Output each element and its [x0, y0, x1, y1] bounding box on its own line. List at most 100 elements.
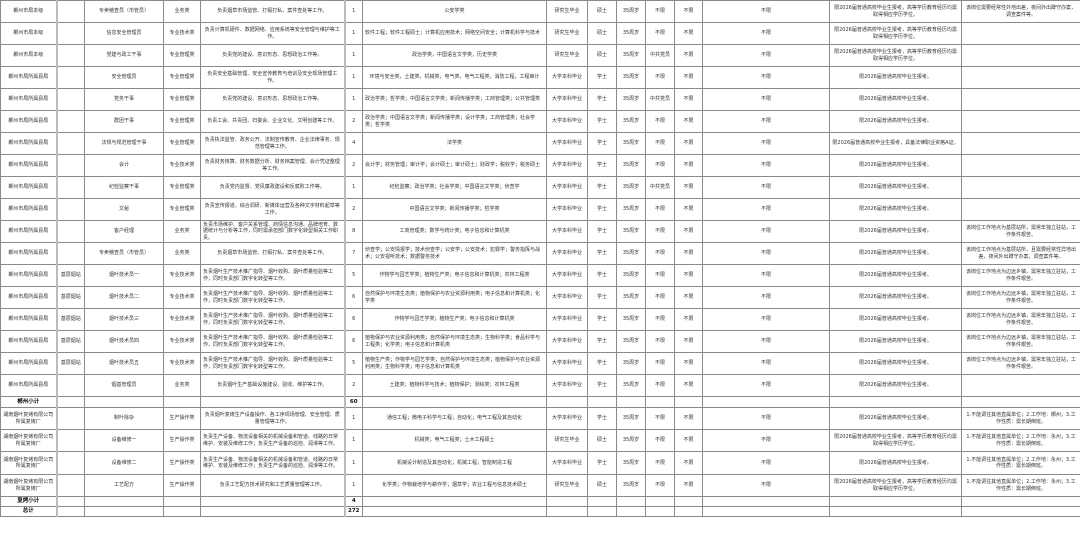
major-cell: 会计学；财务管理；审计学；会计硕士；审计硕士；财政学；税收学；税务硕士 [362, 154, 547, 177]
category-cell: 专业管理类 [163, 110, 201, 133]
degree-cell: 学士 [587, 110, 617, 133]
education-cell: 大学本科毕业 [546, 88, 588, 111]
notes-cell [961, 374, 1080, 397]
requirement-cell: 不限 [674, 451, 703, 475]
conditions-cell: 限2026届普通高校毕业生报考。 [829, 110, 962, 133]
category-cell: 专业技术类 [163, 330, 201, 353]
notes-cell: 该岗位需要经常性外地出差，夜间外出蹲守办案，调查案件等。 [961, 0, 1080, 23]
post-name-cell: 专卖稽查员（市管员） [84, 0, 164, 23]
requirement-cell: 不限 [702, 66, 830, 89]
subtotal-row: 复烤小计 4 [0, 496, 1080, 507]
notes-cell [961, 154, 1080, 177]
conditions-cell: 限2026届普通高校毕业生报考。 [829, 154, 962, 177]
unit-cell: 郴州市局所属县局 [0, 88, 58, 111]
age-cell: 35周岁 [616, 198, 646, 221]
notes-cell [961, 396, 1080, 408]
requirement-cell: 不限 [702, 330, 830, 353]
unit-cell: 郴州市局所属县局 [0, 66, 58, 89]
table-row: 郴州市局所属县局 基层烟站 烟叶技术员五 专业技术类 负责烟叶生产技术推广指导、烟叶收购… [0, 352, 1080, 375]
conditions-cell: 限2026届普通高校毕业生报考。 [829, 330, 962, 353]
age-cell: 35周岁 [616, 330, 646, 353]
notes-cell: 该岗位工作地点为边远乡镇，需常年独立驻站，工作条件艰苦。 [961, 330, 1080, 353]
requirement-cell: 不限 [702, 242, 830, 265]
political-cell: 不限 [645, 242, 675, 265]
major-cell: 土建类；植物科学与技术；植物保护；测绘类；农林工程类 [362, 374, 547, 397]
category-cell: 生产操作类 [163, 429, 201, 452]
conditions-cell: 限2026届普通高校毕业生报考。 [829, 352, 962, 375]
requirement-cell: 不限 [674, 198, 703, 221]
major-cell: 植物保护与农业资源利用类；自然保护与环境生态类；生物科学类；食品科学与工程类；化… [362, 330, 547, 353]
table-row: 郴州市局本级 党建与政工干事 专业管理类 负责党的建设、意识形态、思想政治工作等。 1 政… [0, 44, 1080, 67]
unit-cell: 郴州市局所属县局 [0, 352, 58, 375]
requirement-cell: 不限 [702, 22, 830, 45]
education-cell: 大学本科毕业 [546, 66, 588, 89]
post-name-cell [84, 396, 164, 408]
duties-cell: 负责安全基础管理、安全宣传教育与培训及安全现场管理工作。 [200, 66, 345, 89]
major-cell: 作物学与园艺学类；植物生产类；电子信息和计算机类；农林工程类 [362, 264, 547, 287]
major-cell: 植物生产类；作物学与园艺学类；自然保护与环境生态类；植物保护与农业资源利用类；生… [362, 352, 547, 375]
table-row: 郴州市局所属县局 基层烟站 烟叶技术员三 专业技术类 负责烟叶生产技术推广指导、烟叶收购… [0, 308, 1080, 331]
post-name-cell [84, 496, 164, 507]
requirement-cell: 不限 [674, 352, 703, 375]
major-cell: 政治学类，中国语言文学类，历史学类 [362, 44, 547, 67]
count-cell: 60 [343, 396, 363, 408]
political-cell: 不限 [645, 0, 675, 23]
unit-cell: 郴州市局本级 [0, 22, 58, 45]
unit-cell: 湖南烟叶复烤有限公司所属复烤厂 [0, 474, 58, 497]
unit-cell: 郴州市局所属县局 [0, 154, 58, 177]
sub-unit-cell [56, 396, 85, 408]
education-cell: 研究生毕业 [546, 474, 588, 497]
unit-cell: 郴州市局所属县局 [0, 374, 58, 397]
major-cell: 政治学类；哲学类；中国语言文学类；新闻传播学类；工商管理类；公共管理类 [362, 88, 547, 111]
requirement-cell: 不限 [674, 44, 703, 67]
unit-cell: 郴州市局所属县局 [0, 176, 58, 199]
sub-unit-cell [56, 429, 85, 452]
unit-cell: 湖南烟叶复烤有限公司所属复烤厂 [0, 407, 58, 430]
requirement-cell: 不限 [674, 22, 703, 45]
duties-cell: 负责计算机硬件、数据网络、应用系统等安全管理与维护等工作。 [200, 22, 345, 45]
age-cell: 35周岁 [616, 132, 646, 155]
count-cell: 1 [343, 429, 363, 452]
table-row: 郴州市局所属县局 法规与规范管理干事 专业管理类 负责执法监管、政务公开、法制宣传教育… [0, 132, 1080, 155]
count-cell: 6 [343, 330, 363, 353]
requirement-cell: 不限 [674, 407, 703, 430]
unit-cell: 郴州市局本级 [0, 44, 58, 67]
category-cell: 专业技术类 [163, 286, 201, 309]
requirement-cell: 不限 [674, 110, 703, 133]
count-cell: 1 [343, 66, 363, 89]
political-cell: 不限 [645, 22, 675, 45]
notes-cell: 该岗位工作地点为基层站所，且需要经常性异地出差，夜间外出蹲守办案，调查案件等。 [961, 242, 1080, 265]
count-cell: 1 [343, 474, 363, 497]
duties-cell: 负责生产设备、物流设备相关的机械设备和管道、线路的日常维护、安装及维修工作；负责… [200, 429, 345, 452]
degree-cell: 学士 [587, 154, 617, 177]
age-cell [616, 506, 646, 517]
age-cell: 35周岁 [616, 308, 646, 331]
political-cell: 不限 [645, 264, 675, 287]
count-cell: 6 [343, 286, 363, 309]
conditions-cell: 限2026届普通高校毕业生报考。 [829, 264, 962, 287]
duties-cell: 负责执法监管、政务公开、法制宣传教育、企业法律事务、规范管理等工作。 [200, 132, 345, 155]
education-cell: 大学本科毕业 [546, 330, 588, 353]
age-cell: 35周岁 [616, 220, 646, 243]
duties-cell: 负责市场维护、客户关系管理、商情信息沟通、品牌培育、数据统计与分析等工作，同时需… [200, 220, 345, 243]
post-name-cell: 党建与政工干事 [84, 44, 164, 67]
political-cell: 不限 [645, 110, 675, 133]
notes-cell [961, 132, 1080, 155]
education-cell: 研究生毕业 [546, 44, 588, 67]
major-cell: 侦查学；公安情报学；技术侦查学；公安学；公安技术；犯罪学；警务指挥与战术；公安视… [362, 242, 547, 265]
degree-cell: 学士 [587, 88, 617, 111]
requirement-cell: 不限 [702, 474, 830, 497]
post-name-cell: 纪检监察干事 [84, 176, 164, 199]
major-cell: 环境与安全类，土建类，机械类，电气类，电气工程类，消防工程，工程审计 [362, 66, 547, 89]
political-cell: 中共党员 [645, 88, 675, 111]
notes-cell [961, 44, 1080, 67]
requirement-cell: 不限 [702, 132, 830, 155]
major-cell [362, 396, 547, 408]
notes-cell [961, 22, 1080, 45]
political-cell: 不限 [645, 474, 675, 497]
age-cell [616, 496, 646, 507]
sub-unit-cell [56, 154, 85, 177]
duties-cell: 负责烟草市场监管、打假打私、案件查处等工作。 [200, 0, 345, 23]
requirement-cell [674, 496, 703, 507]
political-cell: 不限 [645, 352, 675, 375]
